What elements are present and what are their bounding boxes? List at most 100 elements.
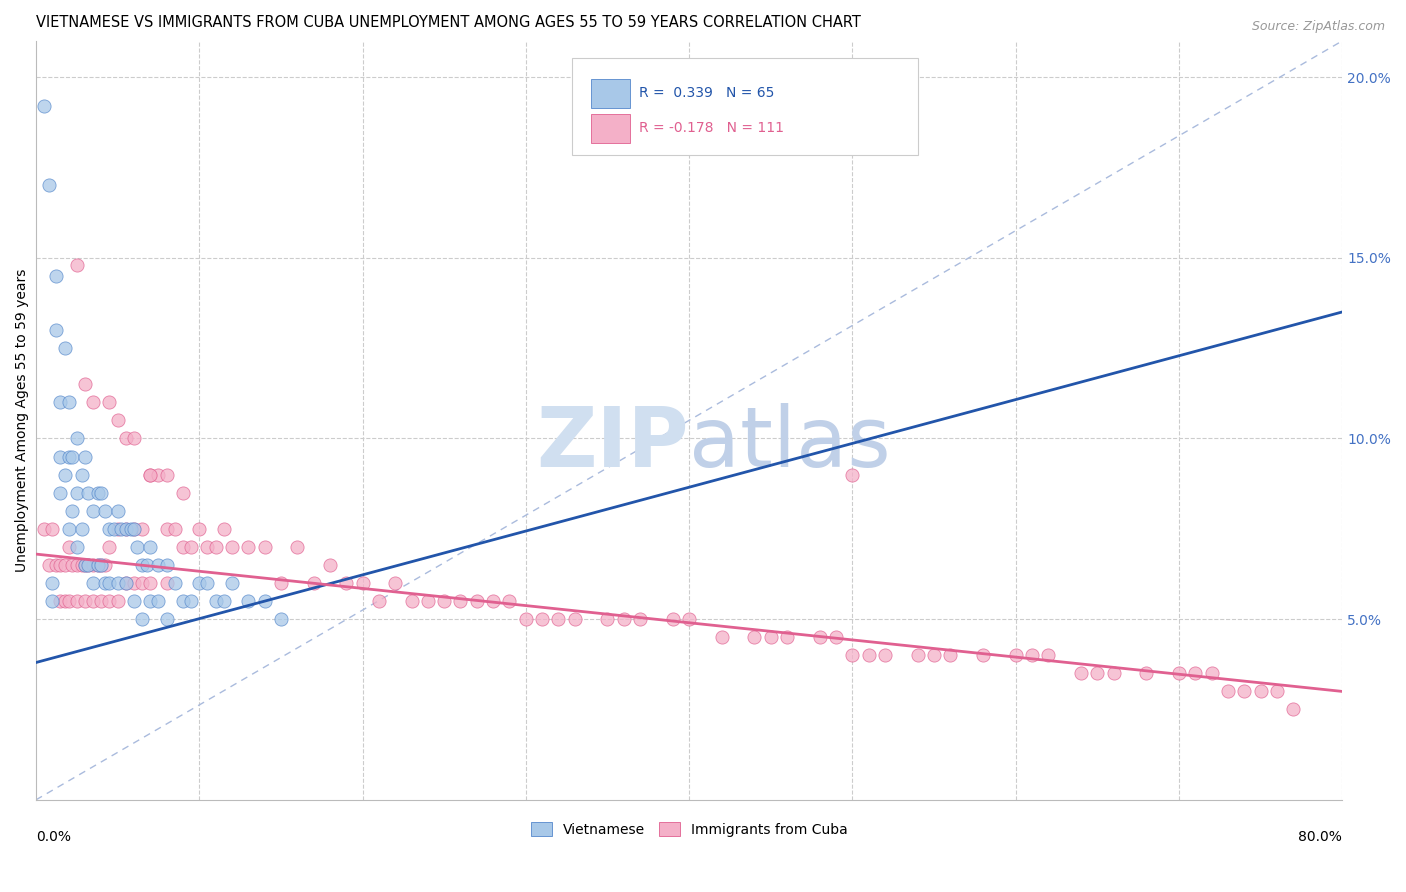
- Point: [221, 576, 243, 591]
- Point: [58, 395, 80, 409]
- Point: [172, 594, 194, 608]
- Point: [172, 540, 194, 554]
- Point: [82, 558, 104, 572]
- Point: [90, 558, 112, 572]
- Point: [58, 450, 80, 464]
- Point: [155, 576, 177, 591]
- Point: [163, 522, 186, 536]
- Point: [825, 630, 848, 644]
- Point: [49, 485, 72, 500]
- Point: [122, 522, 145, 536]
- Point: [70, 522, 93, 536]
- Point: [148, 467, 170, 482]
- Point: [90, 558, 112, 572]
- Point: [122, 522, 145, 536]
- Point: [163, 576, 186, 591]
- Point: [1070, 666, 1092, 681]
- Point: [204, 540, 226, 554]
- Point: [1135, 666, 1157, 681]
- Point: [1102, 666, 1125, 681]
- Point: [87, 485, 110, 500]
- Point: [939, 648, 962, 663]
- Point: [131, 522, 153, 536]
- Point: [107, 576, 129, 591]
- Point: [41, 522, 63, 536]
- Point: [197, 576, 219, 591]
- Text: R =  0.339   N = 65: R = 0.339 N = 65: [640, 87, 775, 100]
- Point: [628, 612, 651, 626]
- Point: [90, 594, 112, 608]
- Point: [238, 540, 260, 554]
- Point: [114, 432, 136, 446]
- Point: [148, 558, 170, 572]
- Point: [41, 594, 63, 608]
- Point: [66, 540, 89, 554]
- Point: [148, 594, 170, 608]
- Point: [188, 576, 211, 591]
- Point: [401, 594, 423, 608]
- Point: [131, 576, 153, 591]
- Point: [710, 630, 733, 644]
- Point: [498, 594, 520, 608]
- Point: [873, 648, 896, 663]
- Point: [678, 612, 700, 626]
- Point: [114, 576, 136, 591]
- Text: ZIP: ZIP: [537, 402, 689, 483]
- Point: [212, 522, 235, 536]
- Point: [73, 558, 96, 572]
- Point: [155, 467, 177, 482]
- Point: [70, 558, 93, 572]
- Point: [73, 450, 96, 464]
- Point: [139, 467, 162, 482]
- Point: [53, 558, 76, 572]
- Text: 0.0%: 0.0%: [37, 830, 70, 844]
- Point: [66, 485, 89, 500]
- Point: [155, 522, 177, 536]
- Point: [285, 540, 308, 554]
- FancyBboxPatch shape: [571, 58, 918, 154]
- Point: [98, 576, 121, 591]
- Point: [515, 612, 537, 626]
- Point: [66, 558, 89, 572]
- Point: [270, 576, 292, 591]
- Point: [93, 576, 115, 591]
- Point: [82, 576, 104, 591]
- Point: [465, 594, 488, 608]
- Point: [139, 540, 162, 554]
- Point: [73, 594, 96, 608]
- Point: [841, 467, 863, 482]
- Point: [49, 395, 72, 409]
- Point: [858, 648, 880, 663]
- Point: [131, 558, 153, 572]
- Point: [335, 576, 357, 591]
- Point: [564, 612, 586, 626]
- Text: VIETNAMESE VS IMMIGRANTS FROM CUBA UNEMPLOYMENT AMONG AGES 55 TO 59 YEARS CORREL: VIETNAMESE VS IMMIGRANTS FROM CUBA UNEMP…: [37, 15, 860, 30]
- Point: [922, 648, 945, 663]
- Point: [107, 522, 129, 536]
- Point: [136, 558, 159, 572]
- Point: [53, 467, 76, 482]
- Point: [41, 576, 63, 591]
- Point: [172, 485, 194, 500]
- Point: [450, 594, 472, 608]
- Point: [302, 576, 325, 591]
- Point: [107, 504, 129, 518]
- Point: [1216, 684, 1239, 698]
- Point: [98, 522, 121, 536]
- Point: [367, 594, 389, 608]
- Text: R = -0.178   N = 111: R = -0.178 N = 111: [640, 121, 785, 136]
- Point: [107, 413, 129, 427]
- Point: [32, 522, 55, 536]
- Point: [66, 594, 89, 608]
- Point: [1168, 666, 1191, 681]
- Point: [1038, 648, 1060, 663]
- Point: [180, 540, 202, 554]
- Point: [82, 504, 104, 518]
- Point: [1085, 666, 1108, 681]
- Point: [114, 522, 136, 536]
- Point: [433, 594, 456, 608]
- Point: [155, 612, 177, 626]
- Point: [122, 594, 145, 608]
- Point: [1233, 684, 1256, 698]
- Point: [87, 558, 110, 572]
